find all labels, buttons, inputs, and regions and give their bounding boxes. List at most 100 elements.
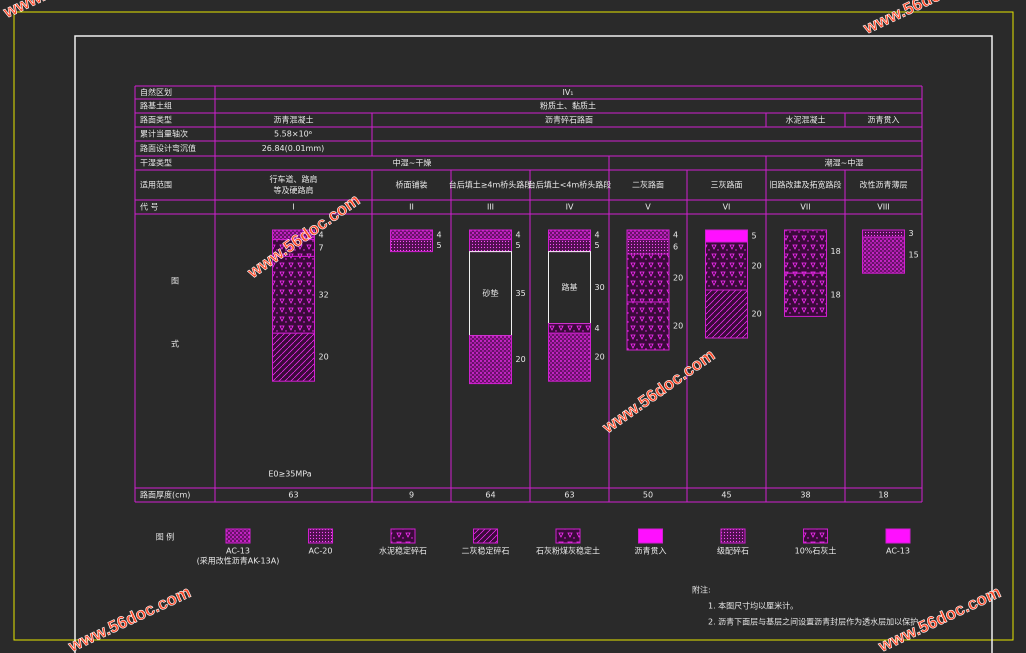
- watermark: www.56doc.com: [598, 345, 718, 437]
- cell: 粉质土、黏质土: [540, 101, 596, 111]
- row-label: 式: [171, 339, 179, 349]
- code: VI: [723, 203, 731, 212]
- layer: [272, 255, 315, 334]
- layer-thickness: 4: [516, 230, 521, 239]
- code: II: [409, 203, 414, 212]
- layer-thickness: 5: [752, 232, 757, 241]
- row-label: 路基土组: [140, 101, 172, 111]
- layer: [626, 301, 670, 351]
- layer-thickness: 3: [909, 229, 914, 238]
- layer: [626, 229, 670, 241]
- layer-thickness: 20: [673, 274, 683, 283]
- cell: 水泥混凝土: [786, 115, 826, 125]
- legend: 图 例 AC-13(采用改性沥青AK-13A) AC-20 水泥稳定碎石 二灰稳定碎石 石…: [156, 528, 911, 566]
- legend-sublabel: (采用改性沥青AK-13A): [197, 556, 280, 566]
- legend-swatch: [225, 528, 251, 544]
- layer-thickness: 20: [516, 355, 526, 364]
- legend-label: 水泥稳定碎石: [379, 546, 427, 556]
- layer-thickness: 4: [437, 230, 442, 239]
- legend-label: 沥青贯入: [635, 546, 667, 556]
- cell: 沥青混凝土: [274, 115, 314, 125]
- row-label: 路面类型: [140, 115, 172, 125]
- legend-swatch: [390, 528, 416, 544]
- code: IV: [566, 203, 574, 212]
- legend-title: 图 例: [156, 532, 175, 542]
- legend-swatch: [885, 528, 911, 544]
- scope: 二灰路面: [632, 180, 664, 190]
- cell: 26.84(0.01mm): [262, 144, 325, 153]
- layer: [469, 229, 512, 241]
- legend-label: 二灰稳定碎石: [462, 546, 510, 556]
- cell: 潮湿~中湿: [825, 158, 864, 168]
- layer: [548, 323, 591, 334]
- scope: 改性沥青薄层: [860, 180, 908, 190]
- row-label: 适用范围: [140, 180, 172, 190]
- inner-frame: [74, 35, 993, 653]
- scope: 等及硬路肩: [274, 185, 314, 195]
- layer-thickness: 20: [752, 310, 762, 319]
- layer-thickness: 35: [516, 289, 526, 298]
- layer: [469, 239, 512, 253]
- layer: [626, 253, 670, 303]
- legend-label: 石灰粉煤灰稳定土: [536, 546, 600, 556]
- total-thickness: 9: [409, 491, 414, 500]
- layer-thickness: 5: [595, 241, 600, 250]
- row-label: 路面厚度(cm): [140, 490, 190, 500]
- code: I: [292, 203, 294, 212]
- row-label: 路面设计弯沉值: [140, 143, 196, 153]
- notes-title: 附注:: [692, 585, 711, 595]
- scope: 台后填土<4m桥头路段: [528, 180, 612, 190]
- total-thickness: 18: [878, 491, 888, 500]
- scope: 台后填土≥4m桥头路段: [449, 180, 533, 190]
- layer: [548, 332, 591, 382]
- row-label: 图: [171, 277, 179, 286]
- layer: [390, 229, 433, 241]
- code: III: [487, 203, 494, 212]
- row-label: 干湿类型: [140, 158, 172, 168]
- cell: 5.58×10⁶: [274, 130, 312, 139]
- legend-swatch: [720, 528, 746, 544]
- layer-label: 路基: [562, 282, 578, 292]
- layer: [705, 241, 748, 291]
- legend-swatch: [473, 528, 498, 544]
- total-thickness: 64: [485, 491, 495, 500]
- cell: 沥青碎石路面: [545, 115, 593, 125]
- watermark: www.56doc.com: [860, 0, 989, 38]
- layer: [862, 229, 905, 238]
- layer-thickness: 20: [673, 322, 683, 331]
- total-thickness: 63: [288, 491, 298, 500]
- total-thickness: 38: [800, 491, 810, 500]
- layer-thickness: 30: [595, 283, 605, 292]
- cell: 中湿~干燥: [393, 158, 432, 168]
- row-label: 累计当量轴次: [140, 129, 188, 139]
- layer-thickness: 20: [752, 262, 762, 271]
- row-label: 自然区划: [140, 87, 172, 97]
- layer-thickness: 6: [673, 242, 678, 251]
- layer-thickness: 4: [319, 230, 324, 239]
- layer: [705, 289, 748, 339]
- watermark: www.56doc.com: [65, 582, 194, 653]
- code: VIII: [877, 203, 890, 212]
- cell: E0≥35MPa: [268, 470, 311, 479]
- code: V: [645, 203, 651, 212]
- layer: [626, 239, 670, 255]
- legend-label: AC-13: [226, 547, 250, 556]
- legend-label: AC-20: [309, 547, 333, 556]
- layer-thickness: 15: [909, 251, 919, 260]
- code: VII: [800, 203, 810, 212]
- layer-thickness: 5: [437, 241, 442, 250]
- legend-swatch: [803, 528, 828, 544]
- row-label: 代 号: [140, 202, 159, 212]
- layer: [705, 229, 748, 243]
- note: 1. 本图尺寸均以厘米计。: [708, 601, 798, 611]
- legend-swatch: [638, 528, 663, 544]
- layer-thickness: 18: [831, 247, 841, 256]
- legend-swatch: [555, 528, 581, 544]
- legend-swatch: [308, 528, 333, 544]
- layer-thickness: 32: [319, 290, 329, 299]
- layer-thickness: 4: [595, 324, 600, 333]
- scope: 旧路改建及拓宽路段: [770, 180, 842, 190]
